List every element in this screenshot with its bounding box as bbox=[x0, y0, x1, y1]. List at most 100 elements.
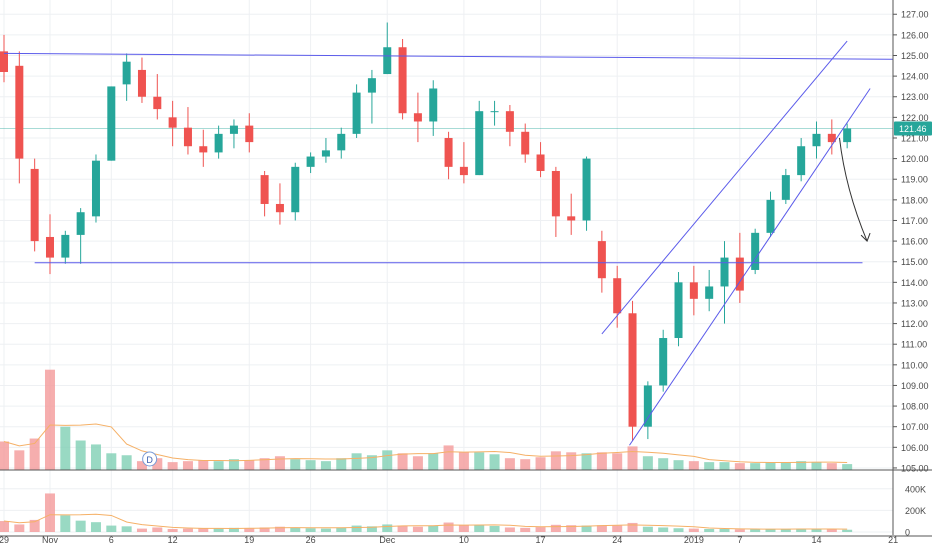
projection-arrow[interactable] bbox=[838, 137, 868, 242]
candle-body[interactable] bbox=[45, 236, 54, 258]
candle-body[interactable] bbox=[383, 47, 392, 75]
candle-body[interactable] bbox=[444, 137, 453, 167]
volume-bar bbox=[811, 462, 822, 470]
candle-body[interactable] bbox=[797, 146, 806, 176]
candle-body[interactable] bbox=[505, 111, 514, 132]
candle-body[interactable] bbox=[643, 385, 652, 427]
candle-body[interactable] bbox=[475, 111, 484, 176]
candle-body[interactable] bbox=[705, 286, 714, 299]
candle-body[interactable] bbox=[275, 203, 284, 213]
candle-body[interactable] bbox=[122, 61, 131, 85]
subpane-volume-bar bbox=[428, 525, 439, 532]
price-tick-label: 111.00 bbox=[901, 340, 927, 350]
volume-bar bbox=[274, 456, 285, 470]
candle-body[interactable] bbox=[751, 232, 760, 270]
candle-body[interactable] bbox=[153, 96, 162, 110]
candle-body[interactable] bbox=[597, 241, 606, 279]
channel-upper-line[interactable] bbox=[601, 40, 848, 335]
last-price-tag[interactable] bbox=[894, 121, 932, 136]
candle-body[interactable] bbox=[582, 158, 591, 221]
candle-body[interactable] bbox=[429, 88, 438, 122]
candle-body[interactable] bbox=[91, 160, 100, 217]
subpane-volume-bar bbox=[412, 526, 423, 532]
dividend-marker[interactable] bbox=[142, 451, 158, 467]
volume-bar bbox=[627, 446, 638, 470]
volume-bar bbox=[826, 463, 837, 470]
volume-bar bbox=[106, 453, 117, 470]
candle-body[interactable] bbox=[107, 86, 116, 161]
time-tick-label: 14 bbox=[811, 535, 821, 545]
candle-body[interactable] bbox=[689, 282, 698, 299]
candle-body[interactable] bbox=[352, 92, 361, 134]
candle-body[interactable] bbox=[337, 133, 346, 151]
candle-body[interactable] bbox=[490, 111, 499, 113]
subpane-volume-bar bbox=[228, 527, 239, 532]
volume-bar bbox=[152, 458, 163, 470]
price-tick-label: 114.00 bbox=[901, 278, 928, 288]
subpane-volume-bar bbox=[458, 525, 469, 532]
candle-body[interactable] bbox=[659, 338, 668, 386]
candle-body[interactable] bbox=[766, 199, 775, 233]
candle-body[interactable] bbox=[781, 175, 790, 200]
price-tick-label: 123.00 bbox=[901, 92, 929, 102]
candle-body[interactable] bbox=[30, 168, 39, 242]
candle-body[interactable] bbox=[735, 257, 744, 291]
price-tick-label: 124.00 bbox=[901, 72, 929, 82]
channel-lower-line[interactable] bbox=[629, 88, 871, 446]
candle-body[interactable] bbox=[812, 133, 821, 147]
volume-bar bbox=[581, 453, 592, 470]
candle-body[interactable] bbox=[15, 65, 24, 159]
candle-body[interactable] bbox=[674, 282, 683, 339]
volume-bar bbox=[673, 460, 684, 470]
subpane-volume-bar bbox=[780, 528, 791, 532]
price-tick-label: 125.00 bbox=[901, 51, 929, 61]
resistance-line[interactable] bbox=[3, 52, 932, 60]
candle-body[interactable] bbox=[321, 150, 330, 157]
candle-body[interactable] bbox=[521, 131, 530, 155]
candle-body[interactable] bbox=[76, 212, 85, 235]
candle-body[interactable] bbox=[168, 117, 177, 128]
candle-body[interactable] bbox=[551, 170, 560, 217]
candle-body[interactable] bbox=[0, 51, 8, 72]
volume-bar bbox=[44, 369, 55, 470]
candle-body[interactable] bbox=[291, 166, 300, 213]
volume-bar bbox=[198, 460, 209, 470]
subpane-volume-bar bbox=[106, 525, 117, 532]
candle-body[interactable] bbox=[720, 257, 729, 287]
candle-body[interactable] bbox=[260, 175, 269, 204]
volume-bar bbox=[366, 455, 377, 470]
candle-body[interactable] bbox=[183, 127, 192, 147]
candle-body[interactable] bbox=[843, 128, 852, 143]
subpane-volume-bar bbox=[167, 528, 178, 532]
volume-bar bbox=[658, 458, 669, 470]
subpane-volume-bar bbox=[612, 525, 623, 532]
subpane-volume-bar bbox=[581, 525, 592, 532]
candle-body[interactable] bbox=[199, 146, 208, 153]
candle-body[interactable] bbox=[214, 133, 223, 153]
candle-body[interactable] bbox=[245, 125, 254, 143]
candle-body[interactable] bbox=[137, 69, 146, 97]
volume-bar bbox=[336, 458, 347, 470]
candle-body[interactable] bbox=[398, 47, 407, 114]
candle-body[interactable] bbox=[367, 78, 376, 93]
candle-body[interactable] bbox=[827, 133, 836, 143]
subpane-volume-bar bbox=[704, 528, 715, 532]
candle-body[interactable] bbox=[413, 113, 422, 122]
subpane-volume-bar bbox=[274, 526, 285, 532]
candle-body[interactable] bbox=[229, 125, 238, 134]
subpane-volume-bar bbox=[811, 528, 822, 532]
candle-body[interactable] bbox=[306, 156, 315, 167]
candle-body[interactable] bbox=[459, 166, 468, 176]
subpane-volume-bar bbox=[351, 525, 362, 532]
price-tick-label: 121.00 bbox=[901, 133, 929, 143]
volume-bar bbox=[75, 440, 86, 470]
subpane-volume-bar bbox=[443, 522, 454, 532]
candle-body[interactable] bbox=[61, 234, 70, 258]
candle-body[interactable] bbox=[628, 313, 637, 427]
time-tick-label: 6 bbox=[109, 535, 114, 545]
candle-body[interactable] bbox=[536, 154, 545, 171]
candle-body[interactable] bbox=[613, 278, 622, 314]
candle-body[interactable] bbox=[567, 216, 576, 221]
subpane-volume-bar bbox=[382, 524, 393, 532]
